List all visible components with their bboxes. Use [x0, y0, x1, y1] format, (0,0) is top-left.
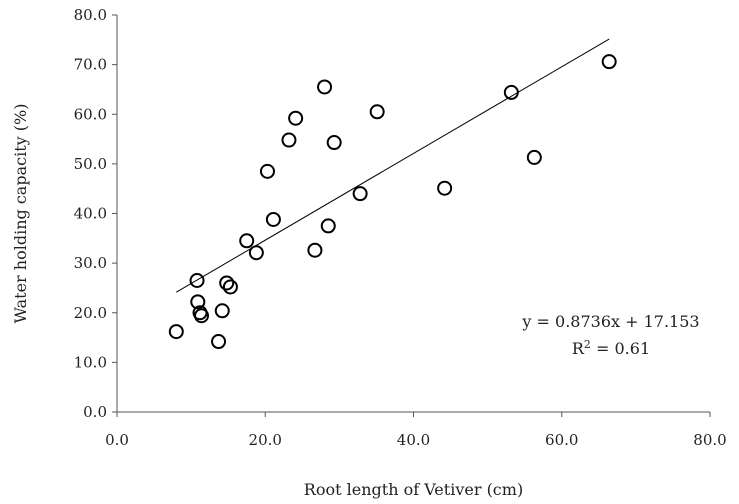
data-point — [281, 132, 297, 148]
data-point — [369, 104, 385, 120]
trendline — [176, 38, 610, 293]
y-tick-label: 60.0 — [74, 105, 107, 123]
r-squared-label: R2 = 0.61 — [572, 338, 650, 358]
x-tick-label: 40.0 — [397, 431, 430, 449]
r-squared-prefix: R — [572, 339, 585, 358]
trendline-equation: y = 0.8736x + 17.153 — [521, 312, 699, 331]
data-point — [326, 135, 342, 151]
data-point — [239, 233, 255, 249]
data-point — [320, 218, 336, 234]
r-squared-value: = 0.61 — [591, 339, 650, 358]
data-point — [601, 54, 617, 70]
y-tick-label: 0.0 — [83, 403, 107, 421]
data-point — [211, 334, 227, 350]
x-tick-label: 80.0 — [693, 431, 726, 449]
x-axis-title: Root length of Vetiver (cm) — [304, 480, 523, 499]
data-point — [189, 272, 205, 288]
data-point — [288, 110, 304, 126]
data-points — [168, 54, 617, 350]
y-tick-label: 40.0 — [74, 205, 107, 223]
x-ticks: 0.0 20.0 40.0 60.0 80.0 — [105, 412, 727, 449]
x-tick-label: 20.0 — [249, 431, 282, 449]
data-point — [259, 163, 275, 179]
data-point — [352, 186, 368, 202]
data-point — [503, 84, 519, 100]
y-tick-label: 30.0 — [74, 254, 107, 272]
data-point — [248, 245, 264, 261]
data-point — [526, 149, 542, 165]
data-point — [222, 279, 238, 295]
data-point — [168, 324, 184, 340]
data-point — [265, 211, 281, 227]
data-point — [437, 180, 453, 196]
data-point — [214, 303, 230, 319]
y-tick-label: 10.0 — [74, 353, 107, 371]
data-point — [194, 308, 210, 324]
x-tick-label: 60.0 — [545, 431, 578, 449]
data-point — [190, 294, 206, 310]
r-squared-superscript: 2 — [584, 338, 591, 351]
y-tick-label: 80.0 — [74, 6, 107, 24]
y-ticks: 0.0 10.0 20.0 30.0 40.0 50.0 60.0 70.0 80.0 — [74, 6, 117, 421]
data-point — [219, 275, 235, 291]
y-axis-title: Water holding capacity (%) — [11, 104, 30, 324]
data-point — [307, 242, 323, 258]
data-point — [317, 79, 333, 95]
y-tick-label: 70.0 — [74, 56, 107, 74]
x-tick-label: 0.0 — [105, 431, 129, 449]
y-tick-label: 20.0 — [74, 304, 107, 322]
y-tick-label: 50.0 — [74, 155, 107, 173]
